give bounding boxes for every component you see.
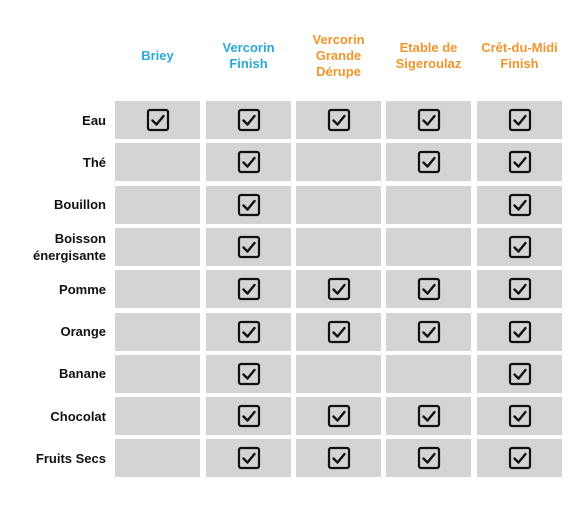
table-cell [206, 439, 291, 478]
checkbox-checked-icon [327, 404, 351, 428]
table-cell [115, 270, 200, 309]
table-cell [115, 143, 200, 182]
checkbox-checked-icon [237, 235, 261, 259]
table-cell [386, 439, 471, 478]
checkbox-checked-icon [237, 108, 261, 132]
table-cell [477, 143, 562, 182]
table-cell [477, 101, 562, 139]
table-cell [477, 397, 562, 436]
checkbox-checked-icon [237, 362, 261, 386]
row-label: Bouillon [54, 197, 106, 213]
row-label: Eau [82, 112, 106, 128]
checkbox-checked-icon [417, 150, 441, 174]
column-header: Vercorin Finish [222, 40, 275, 71]
table-cell [115, 101, 200, 139]
checkbox-checked-icon [508, 277, 532, 301]
table-cell [386, 101, 471, 139]
table-cell [206, 354, 291, 393]
table-cell [296, 227, 381, 266]
checkbox-checked-icon [508, 150, 532, 174]
row-label: Chocolat [50, 408, 106, 424]
table-cell [296, 270, 381, 309]
column-header: Vercorin Grande Dérupe [312, 32, 365, 79]
table-cell [296, 354, 381, 393]
checkbox-checked-icon [417, 320, 441, 344]
checkbox-checked-icon [327, 446, 351, 470]
checkbox-checked-icon [508, 362, 532, 386]
checkbox-checked-icon [508, 446, 532, 470]
table-cell [386, 227, 471, 266]
table-cell [386, 143, 471, 182]
table-cell [477, 185, 562, 224]
table-cell [206, 143, 291, 182]
checkbox-checked-icon [508, 235, 532, 259]
table-cell [386, 185, 471, 224]
table-cell [477, 227, 562, 266]
row-label: Fruits Secs [35, 450, 106, 466]
checkbox-checked-icon [508, 193, 532, 217]
table-cell [296, 185, 381, 224]
checkbox-checked-icon [237, 277, 261, 301]
table-cell [386, 397, 471, 436]
table-cell [115, 185, 200, 224]
table-cell [115, 439, 200, 478]
checkbox-checked-icon [237, 404, 261, 428]
table-cell [296, 439, 381, 478]
table-cell [296, 101, 381, 139]
table-cell [477, 270, 562, 309]
table-cell [206, 101, 291, 139]
column-header: Crêt-du-Midi Finish [481, 40, 558, 71]
checkbox-checked-icon [237, 150, 261, 174]
table-cell [206, 185, 291, 224]
table-cell [206, 270, 291, 309]
checkbox-checked-icon [417, 404, 441, 428]
table-cell [296, 312, 381, 351]
row-label: Pomme [59, 281, 106, 297]
table-cell [206, 227, 291, 266]
table-cell [115, 354, 200, 393]
table-cell [477, 312, 562, 351]
table-cell [386, 354, 471, 393]
checkbox-checked-icon [237, 193, 261, 217]
table-cell [296, 397, 381, 436]
table-cell [296, 143, 381, 182]
checkbox-checked-icon [327, 277, 351, 301]
checkbox-checked-icon [327, 320, 351, 344]
table-cell [206, 312, 291, 351]
table-cell [386, 312, 471, 351]
table-cell [115, 227, 200, 266]
row-label: Thé [82, 154, 106, 170]
table-cell [386, 270, 471, 309]
column-header: Briey [141, 48, 174, 63]
checkbox-checked-icon [146, 108, 170, 132]
checkbox-checked-icon [417, 277, 441, 301]
checkbox-checked-icon [417, 446, 441, 470]
checkbox-checked-icon [237, 320, 261, 344]
checkbox-checked-icon [508, 108, 532, 132]
checkbox-checked-icon [327, 108, 351, 132]
table-cell [206, 397, 291, 436]
checkbox-checked-icon [417, 108, 441, 132]
checkbox-checked-icon [508, 320, 532, 344]
table-cell [115, 397, 200, 436]
row-label: Banane [59, 366, 106, 382]
column-header: Etable de Sigeroulaz [395, 40, 462, 71]
checkbox-checked-icon [508, 404, 532, 428]
table-cell [477, 354, 562, 393]
table-cell [115, 312, 200, 351]
row-label: Boisson énergisante [33, 230, 106, 263]
table-cell [477, 439, 562, 478]
checkbox-checked-icon [237, 446, 261, 470]
row-label: Orange [60, 324, 106, 339]
